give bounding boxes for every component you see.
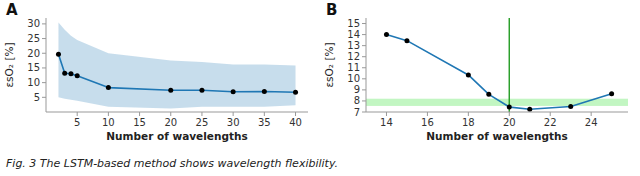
x-tick-label: 5 — [74, 117, 80, 128]
data-point — [68, 71, 73, 76]
y-tick — [42, 38, 46, 39]
y-tick-label: 10 — [27, 77, 40, 88]
x-tick — [77, 112, 78, 116]
panel: 5 10 15 20 25 30 35 40 5 10 15 20 25 30 Number of wave… — [3, 1, 308, 142]
x-tick — [139, 112, 140, 116]
y-tick — [42, 23, 46, 24]
data-point — [527, 107, 532, 112]
x-tick-label: 10 — [102, 117, 115, 128]
x-tick-label: 15 — [133, 117, 146, 128]
data-point — [486, 92, 491, 97]
x-tick — [295, 112, 296, 116]
y-tick — [362, 67, 366, 68]
data-point — [56, 52, 61, 57]
data-point — [168, 88, 173, 93]
x-tick — [468, 112, 469, 116]
x-tick-label: 20 — [503, 117, 516, 128]
range-band — [58, 22, 295, 108]
x-tick-label: 25 — [196, 117, 209, 128]
y-tick — [42, 82, 46, 83]
y-tick-label: 30 — [27, 18, 40, 29]
x-tick — [509, 112, 510, 116]
y-tick-label: 14 — [347, 29, 360, 40]
x-tick-label: 14 — [380, 117, 393, 128]
x-tick-label: 18 — [462, 117, 475, 128]
x-tick — [233, 112, 234, 116]
y-tick — [362, 112, 366, 113]
y-axis-label: εsO₂ [%] — [3, 42, 15, 87]
y-tick-label: 7 — [354, 107, 360, 118]
x-tick — [550, 112, 551, 116]
y-axis-label: εsO₂ [%] — [323, 42, 335, 87]
figure: 5 10 15 20 25 30 35 40 5 10 15 20 25 30 Number of wave… — [0, 0, 640, 176]
panel: 141618202224789101112131415Number of wav… — [323, 1, 628, 142]
x-tick — [170, 112, 171, 116]
x-tick-label: 40 — [289, 117, 302, 128]
plot-area — [56, 22, 298, 108]
data-point — [568, 104, 573, 109]
x-axis-line — [366, 112, 628, 113]
data-point — [293, 90, 298, 95]
y-tick — [362, 23, 366, 24]
x-tick — [108, 112, 109, 116]
x-tick — [201, 112, 202, 116]
data-point — [466, 72, 471, 77]
data-point — [75, 73, 80, 78]
data-point — [199, 88, 204, 93]
plot-area — [366, 18, 628, 112]
x-tick-label: 22 — [544, 117, 557, 128]
panel-title: B — [326, 1, 337, 19]
series-line — [386, 35, 611, 110]
y-tick — [42, 67, 46, 68]
y-tick-label: 20 — [27, 48, 40, 59]
y-tick-label: 11 — [347, 62, 360, 73]
x-tick — [386, 112, 387, 116]
data-point — [106, 85, 111, 90]
y-tick-label: 15 — [347, 18, 360, 29]
data-point — [507, 105, 512, 110]
series-line — [58, 54, 295, 92]
data-point — [384, 32, 389, 37]
y-tick — [362, 56, 366, 57]
x-axis-label: Number of wavelengths — [426, 130, 567, 142]
y-tick — [42, 53, 46, 54]
y-tick-label: 25 — [27, 33, 40, 44]
reference-line — [509, 18, 511, 112]
y-tick-label: 10 — [347, 73, 360, 84]
data-point — [62, 71, 67, 76]
data-point — [404, 38, 409, 43]
x-tick-label: 30 — [227, 117, 240, 128]
x-axis-label: Number of wavelengths — [106, 130, 247, 142]
x-tick — [264, 112, 265, 116]
data-point — [262, 89, 267, 94]
y-tick-label: 8 — [354, 95, 360, 106]
caption: Fig. 3 The LSTM-based method shows wavel… — [6, 157, 338, 170]
y-tick-label: 13 — [347, 40, 360, 51]
y-tick — [362, 45, 366, 46]
x-tick-label: 20 — [164, 117, 177, 128]
y-tick-label: 15 — [27, 62, 40, 73]
x-tick — [591, 112, 592, 116]
y-tick — [362, 100, 366, 101]
y-tick-label: 5 — [34, 92, 40, 103]
y-tick — [362, 89, 366, 90]
y-tick — [42, 97, 46, 98]
data-point — [231, 89, 236, 94]
x-tick — [427, 112, 428, 116]
data-point — [609, 91, 614, 96]
x-tick-label: 24 — [585, 117, 598, 128]
panel-title: A — [6, 1, 18, 19]
x-axis-line — [46, 112, 308, 113]
y-tick-label: 9 — [354, 84, 360, 95]
x-tick-label: 35 — [258, 117, 271, 128]
y-axis-line — [366, 18, 367, 112]
y-axis-line — [46, 18, 47, 112]
y-tick — [362, 34, 366, 35]
y-tick — [362, 78, 366, 79]
y-tick-label: 12 — [347, 51, 360, 62]
x-tick-label: 16 — [421, 117, 434, 128]
